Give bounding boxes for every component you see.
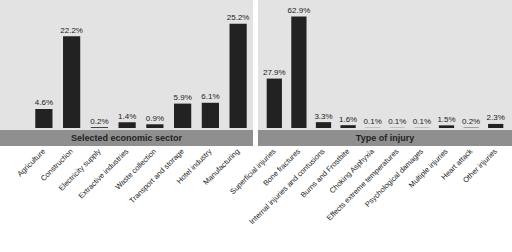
svg-text:Agriculture: Agriculture xyxy=(15,146,48,179)
svg-text:Manufacturing: Manufacturing xyxy=(201,147,241,187)
svg-text:Multiple injuries: Multiple injuries xyxy=(407,147,450,190)
svg-text:Type of injury: Type of injury xyxy=(356,133,414,143)
svg-text:Hotel industry: Hotel industry xyxy=(174,146,214,186)
svg-text:0.1%: 0.1% xyxy=(364,117,382,126)
svg-text:0.2%: 0.2% xyxy=(462,117,480,126)
svg-text:4.6%: 4.6% xyxy=(35,98,53,107)
svg-text:Psychological damages: Psychological damages xyxy=(363,146,426,209)
svg-text:Extractive industries: Extractive industries xyxy=(77,147,131,201)
svg-text:Other injuries: Other injuries xyxy=(461,147,499,185)
svg-text:0.1%: 0.1% xyxy=(413,117,431,126)
svg-text:Heart attack: Heart attack xyxy=(439,146,475,182)
svg-text:Choking Asphyxia: Choking Asphyxia xyxy=(327,146,376,196)
svg-text:2.3%: 2.3% xyxy=(487,113,505,122)
svg-text:1.6%: 1.6% xyxy=(339,115,357,124)
svg-text:Effects extreme temperatures: Effects extreme temperatures xyxy=(324,146,401,223)
svg-text:Waste collection: Waste collection xyxy=(113,146,159,192)
svg-text:0.9%: 0.9% xyxy=(146,114,164,123)
svg-text:5.9%: 5.9% xyxy=(174,93,192,102)
svg-text:6.1%: 6.1% xyxy=(201,92,219,101)
svg-text:1.4%: 1.4% xyxy=(118,112,136,121)
svg-text:Burns and Frostbite: Burns and Frostbite xyxy=(298,146,352,200)
svg-text:0.1%: 0.1% xyxy=(388,117,406,126)
svg-text:3.3%: 3.3% xyxy=(314,112,332,121)
svg-text:Internal injuries and contusio: Internal injuries and contusions xyxy=(247,146,327,227)
svg-text:0.2%: 0.2% xyxy=(90,117,108,126)
svg-text:1.5%: 1.5% xyxy=(437,115,455,124)
svg-text:Bone fractures: Bone fractures xyxy=(261,146,303,188)
svg-text:Superficial injuries: Superficial injuries xyxy=(228,146,278,197)
svg-text:62.9%: 62.9% xyxy=(288,6,311,15)
svg-text:27.9%: 27.9% xyxy=(263,68,286,77)
svg-text:Electricity supply: Electricity supply xyxy=(56,146,103,193)
svg-text:22.2%: 22.2% xyxy=(60,26,83,35)
svg-text:Construction: Construction xyxy=(38,146,75,183)
svg-text:25.2%: 25.2% xyxy=(227,13,250,22)
svg-text:Selected economic sector: Selected economic sector xyxy=(71,133,183,143)
svg-text:Transport and storage: Transport and storage xyxy=(127,146,186,206)
